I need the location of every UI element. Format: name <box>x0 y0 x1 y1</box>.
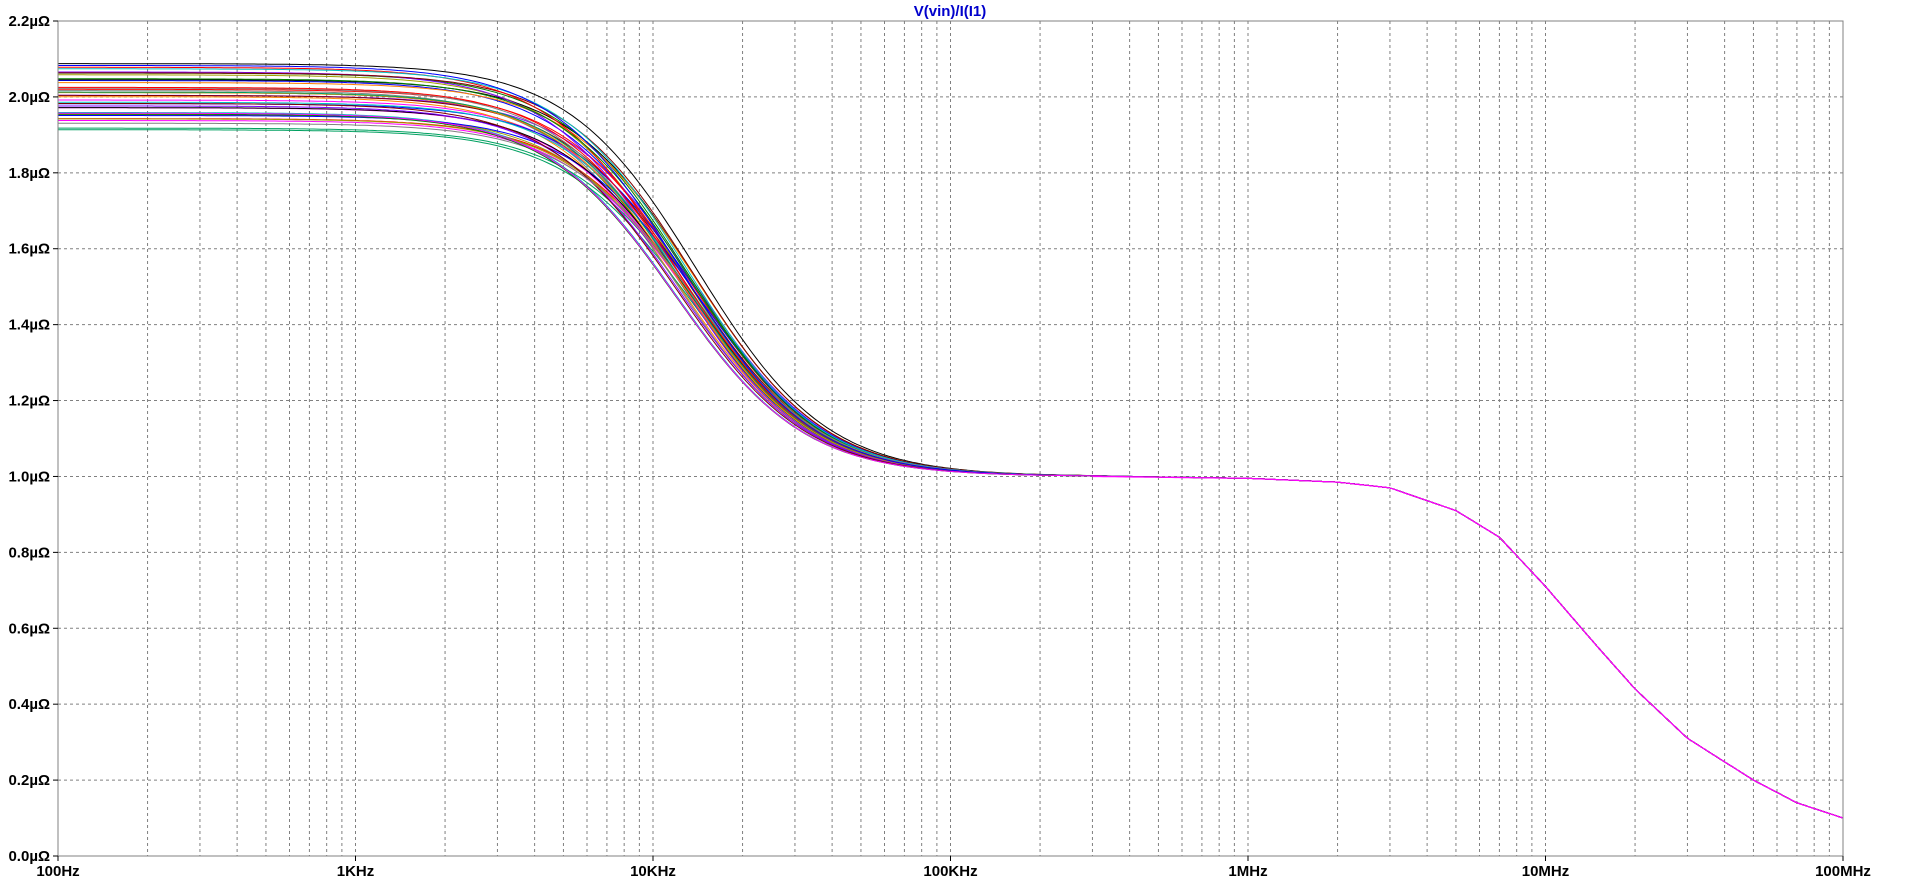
series-traces <box>58 63 1844 819</box>
y-tick-label: 2.2µΩ <box>8 13 50 30</box>
series-trace <box>58 63 1844 819</box>
x-tick-label: 1MHz <box>1228 863 1267 880</box>
series-trace-top <box>1092 475 1844 819</box>
y-tick-label: 1.6µΩ <box>8 241 50 258</box>
y-tick-label: 0.0µΩ <box>8 848 50 865</box>
y-tick-label: 0.2µΩ <box>8 772 50 789</box>
y-tick-label: 0.8µΩ <box>8 544 50 561</box>
y-tick-label: 2.0µΩ <box>8 89 50 106</box>
y-tick-label: 1.2µΩ <box>8 393 50 410</box>
x-tick-label: 100KHz <box>923 863 977 880</box>
y-tick-label: 0.4µΩ <box>8 696 50 713</box>
series-trace <box>58 96 1844 819</box>
x-tick-label: 100Hz <box>36 863 79 880</box>
grid-lines <box>58 21 1843 856</box>
x-tick-label: 1KHz <box>337 863 375 880</box>
y-tick-label: 1.0µΩ <box>8 468 50 485</box>
plot-title: V(vin)/I(I1) <box>914 3 987 20</box>
y-axis-ticks: 0.0µΩ 0.2µΩ 0.4µΩ 0.6µΩ 0.8µΩ 1.0µΩ 1.2µΩ 1.4µΩ… <box>8 13 58 865</box>
x-axis-ticks: 100Hz 1KHz 10KHz 100KHz 1MHz 10MHz 100MHz <box>36 856 1871 880</box>
y-tick-label: 1.8µΩ <box>8 165 50 182</box>
y-tick-label: 0.6µΩ <box>8 620 50 637</box>
x-tick-label: 10MHz <box>1522 863 1570 880</box>
x-tick-label: 100MHz <box>1815 863 1871 880</box>
y-tick-label: 1.4µΩ <box>8 317 50 334</box>
x-tick-label: 10KHz <box>630 863 676 880</box>
